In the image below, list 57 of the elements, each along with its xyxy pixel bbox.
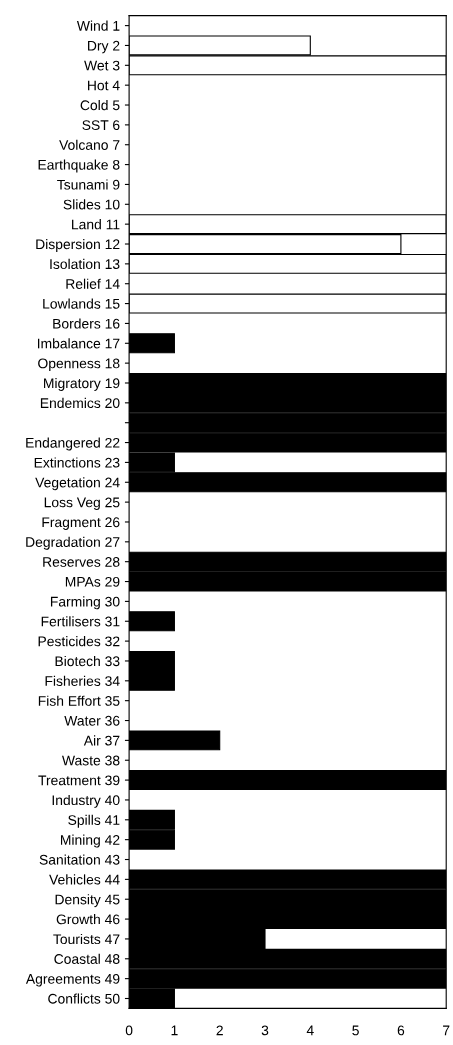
- y-tick-label: Hot 4: [88, 80, 120, 91]
- y-tick-label: Treatment 39: [38, 775, 120, 786]
- y-tick-label: Degradation 27: [26, 536, 120, 550]
- y-tick-label: Mining 42: [61, 834, 120, 848]
- y-tick-label: Pesticides 32: [38, 636, 120, 647]
- y-tick-label: Imbalance 17: [37, 338, 120, 349]
- x-tick-label: 4: [306, 1025, 314, 1036]
- y-tick-label: Growth 46: [56, 914, 120, 925]
- y-tick-label: Volcano 7: [59, 139, 120, 150]
- y-tick-label: Reserves 28: [43, 557, 120, 567]
- y-tick-label: Relief 14: [66, 278, 120, 289]
- y-tick-label: Water 36: [64, 715, 120, 726]
- y-tick-label: Fish Effort 35: [38, 695, 120, 706]
- y-tick-label: Land 11: [72, 219, 120, 230]
- y-tick-label: Cold 5: [80, 99, 120, 111]
- y-tick-label: Density 45: [55, 894, 120, 908]
- y-tick-label: Tourists 47: [53, 933, 120, 945]
- y-tick-label: Migratory 19: [44, 377, 120, 391]
- y-tick-label: Waste 38: [61, 755, 120, 766]
- y-tick-label: Endangered 22: [26, 437, 120, 451]
- x-tick-label: 7: [443, 1025, 450, 1036]
- y-tick-label: MPAs 29: [65, 576, 120, 587]
- x-tick-label: 5: [352, 1025, 359, 1036]
- x-tick-label: 2: [216, 1025, 223, 1036]
- y-tick-label: Borders 16: [53, 318, 120, 329]
- x-tick-label: 6: [397, 1025, 405, 1036]
- y-tick-label: SST 6: [82, 120, 120, 131]
- y-tick-label: Dry 2: [88, 40, 120, 54]
- y-tick-label: Slides 10: [63, 199, 120, 210]
- y-tick-label: Farming 30: [50, 596, 120, 610]
- x-tick-label: 0: [125, 1025, 133, 1036]
- y-tick-label: Vegetation 24: [35, 477, 120, 491]
- y-tick-label: Wet 3: [84, 60, 120, 71]
- y-tick-label: Extinctions 23: [34, 457, 120, 468]
- y-tick-label: Conflicts 50: [48, 993, 120, 1004]
- y-tick-label: Earthquake 8: [38, 159, 120, 173]
- y-tick-label: Loss Veg 25: [44, 497, 120, 511]
- y-tick-label: Endemics 20: [40, 397, 120, 409]
- x-tick-label: 3: [261, 1025, 269, 1036]
- y-tick-label: Fertilisers 31: [41, 616, 120, 627]
- y-tick-label: Agreements 49: [25, 973, 120, 987]
- y-tick-label: Coastal 48: [54, 953, 120, 964]
- y-tick-label: Fisheries 34: [45, 675, 120, 686]
- y-tick-label: Industry 40: [52, 794, 120, 808]
- y-tick-label: Openness 18: [38, 358, 120, 372]
- y-tick-label: Sanitation 43: [39, 854, 120, 865]
- y-tick-label: Lowlands 15: [43, 298, 120, 309]
- y-tick-label: Tsunami 9: [57, 179, 120, 190]
- x-tick-label: 1: [171, 1025, 178, 1036]
- y-tick-label: Dispersion 12: [36, 238, 120, 252]
- y-tick-label: Fragment 26: [42, 517, 120, 530]
- y-tick-label: Spills 41: [68, 814, 120, 828]
- y-tick-label: Air 37: [83, 735, 120, 746]
- y-tick-label: Wind 1: [76, 20, 120, 31]
- y-tick-label: Vehicles 44: [49, 874, 120, 885]
- y-tick-label: Biotech 33: [55, 655, 120, 667]
- y-tick-label: Isolation 13: [50, 258, 120, 270]
